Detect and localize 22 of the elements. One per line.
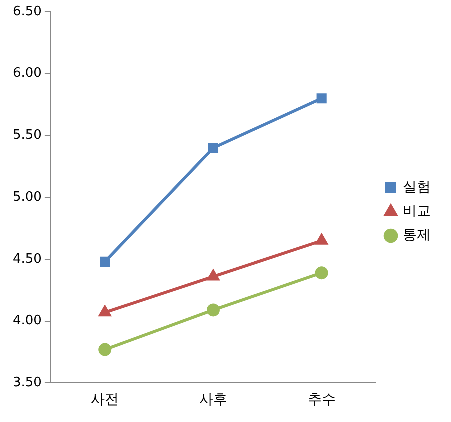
x-tick-label: 사전 bbox=[91, 392, 120, 408]
y-tick-label: 5.00 bbox=[12, 190, 42, 205]
legend-label: 실험 bbox=[403, 180, 431, 196]
point bbox=[316, 94, 327, 104]
legend-label: 비교 bbox=[403, 204, 431, 220]
y-tick-label: 4.00 bbox=[12, 314, 42, 329]
point bbox=[315, 266, 328, 280]
x-tick-label: 사후 bbox=[199, 392, 228, 408]
point bbox=[98, 343, 112, 356]
point bbox=[208, 270, 220, 281]
legend-label: 통제 bbox=[403, 228, 431, 244]
point bbox=[206, 304, 220, 317]
point bbox=[316, 234, 328, 245]
y-tick-label: 4.50 bbox=[12, 252, 42, 267]
point bbox=[99, 306, 111, 317]
point bbox=[100, 256, 110, 267]
y-tick-label: 6.50 bbox=[12, 4, 42, 20]
y-tick-label: 5.50 bbox=[12, 128, 42, 144]
y-tick-label: 6.00 bbox=[12, 66, 42, 82]
x-tick-label: 추수 bbox=[308, 392, 336, 408]
point bbox=[208, 143, 219, 154]
y-tick-label: 3.50 bbox=[12, 376, 42, 391]
